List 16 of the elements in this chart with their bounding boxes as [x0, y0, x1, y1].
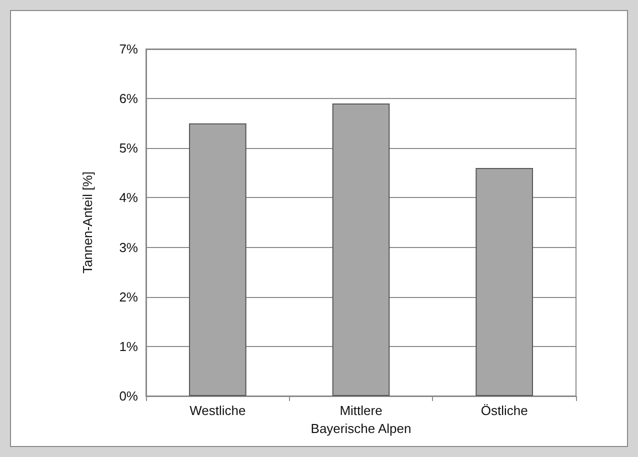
y-tick-label: 7%: [119, 42, 138, 56]
bar: [332, 104, 390, 396]
y-tick-label: 2%: [119, 289, 138, 304]
x-tick-label: Mittlere: [340, 403, 382, 418]
x-axis-title: Bayerische Alpen: [310, 420, 412, 436]
y-tick-label: 0%: [119, 388, 138, 404]
y-tick-label: 5%: [119, 140, 138, 156]
y-tick-label: 3%: [119, 240, 138, 255]
x-tick-label: Westliche: [190, 403, 246, 418]
bar: [189, 123, 246, 396]
y-axis-title: Tannen-Anteil [%]: [80, 172, 95, 274]
x-tick-label: Östliche: [480, 403, 528, 418]
y-tick-label: 4%: [119, 190, 138, 206]
y-tick-label: 1%: [119, 338, 138, 354]
y-tick-label: 6%: [119, 91, 138, 106]
bar: [476, 168, 533, 396]
